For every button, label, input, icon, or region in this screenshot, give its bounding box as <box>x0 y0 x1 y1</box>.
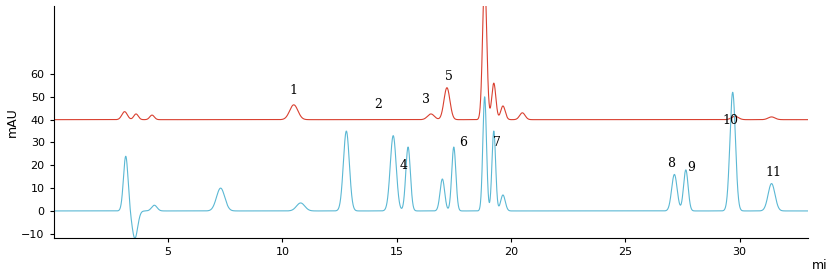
X-axis label: min: min <box>811 259 827 272</box>
Text: 3: 3 <box>423 93 430 106</box>
Text: 8: 8 <box>667 157 675 170</box>
Text: 2: 2 <box>375 97 382 110</box>
Text: 1: 1 <box>289 84 298 97</box>
Text: 11: 11 <box>766 166 782 179</box>
Y-axis label: mAU: mAU <box>6 107 18 137</box>
Text: 4: 4 <box>399 159 408 172</box>
Text: 9: 9 <box>687 161 696 174</box>
Text: 10: 10 <box>723 113 739 126</box>
Text: 7: 7 <box>493 136 501 149</box>
Text: 6: 6 <box>459 136 467 149</box>
Text: 5: 5 <box>445 70 453 83</box>
